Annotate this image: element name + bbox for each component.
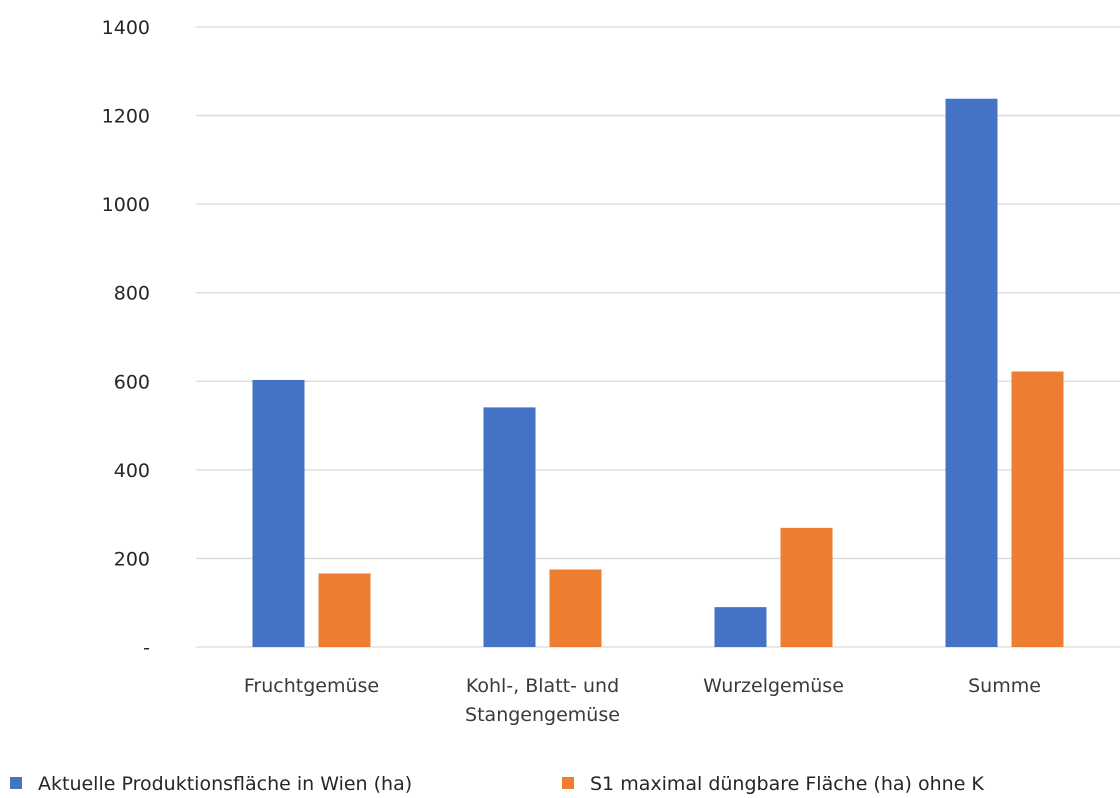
bar-s1-3 [1011, 371, 1064, 647]
bar-s1-0 [318, 573, 371, 647]
x-axis-categories: Fruchtgemüse Kohl-, Blatt- und Stangengemü… [244, 675, 1041, 726]
y-tick-label: 1400 [102, 17, 150, 39]
bars [252, 98, 1064, 647]
legend-swatch [10, 777, 22, 789]
x-category-label: Stangengemüse [465, 704, 620, 726]
legend-label: Aktuelle Produktionsfläche in Wien (ha) [38, 773, 412, 795]
legend-label: S1 maximal düngbare Fläche (ha) ohne K [590, 773, 984, 795]
bar-aktuelle-0 [252, 379, 305, 647]
bar-aktuelle-2 [714, 607, 767, 647]
y-tick-label: 400 [114, 460, 150, 482]
legend: Aktuelle Produktionsfläche in Wien (ha) S… [10, 773, 984, 795]
x-category-label: Kohl-, Blatt- und [466, 675, 619, 697]
x-category-label: Fruchtgemüse [244, 675, 379, 697]
y-tick-label: 800 [114, 283, 150, 305]
y-axis-ticks: - 200 400 600 800 1000 1200 1400 [102, 17, 150, 659]
x-category-label: Summe [968, 675, 1041, 697]
y-tick-label: 600 [114, 371, 150, 393]
y-tick-label: 1000 [102, 194, 150, 216]
x-category-label: Wurzelgemüse [703, 675, 844, 697]
y-tick-label: 200 [114, 548, 150, 570]
y-tick-label: - [143, 637, 150, 659]
bar-aktuelle-3 [945, 98, 998, 647]
bar-s1-2 [780, 527, 833, 647]
gridlines [196, 26, 1120, 648]
y-tick-label: 1200 [102, 106, 150, 128]
bar-s1-1 [549, 569, 602, 647]
legend-swatch [562, 777, 574, 789]
bar-aktuelle-1 [483, 407, 536, 647]
